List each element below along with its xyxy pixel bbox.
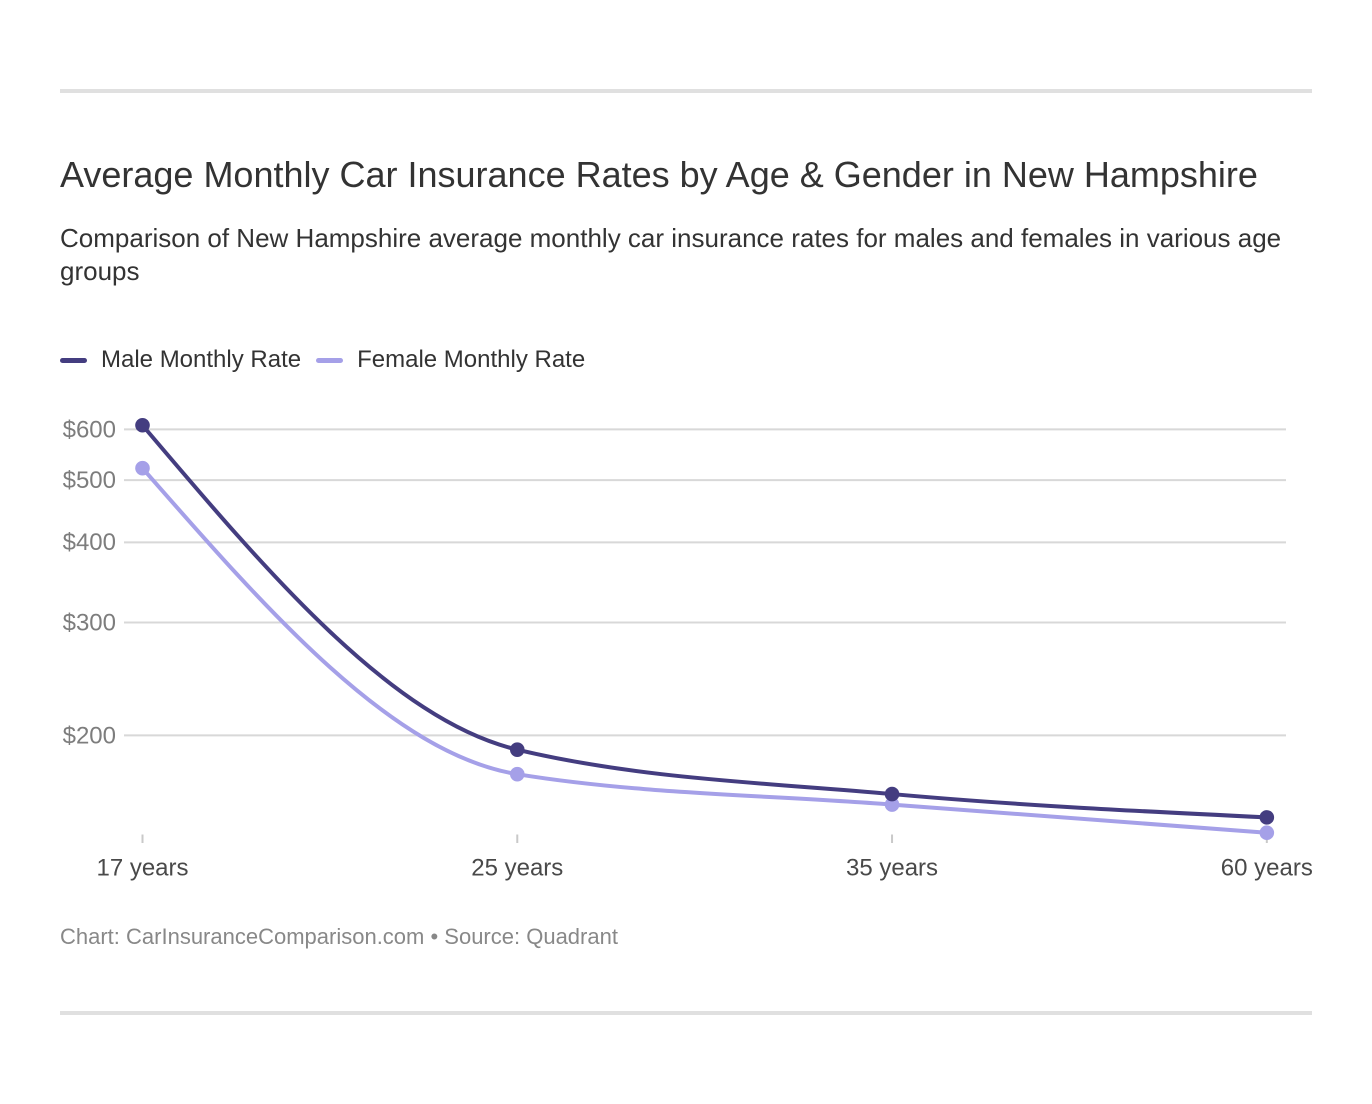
chart-subtitle: Comparison of New Hampshire average mont… (60, 223, 1282, 286)
female-series-swatch (316, 357, 344, 363)
series-line-male (140, 423, 1269, 820)
data-point-female-0 (135, 460, 150, 476)
x-axis-labels: 17 years 25 years 35 years 60 years (96, 855, 1312, 882)
data-point-female-2 (884, 797, 900, 812)
chart-credit: Chart: CarInsuranceComparison.com • Sour… (60, 924, 618, 949)
data-point-female-3 (1259, 825, 1275, 841)
male-series-label: Male Monthly Rate (101, 346, 302, 373)
top-divider (60, 89, 1312, 93)
series-male (135, 417, 1275, 825)
data-point-male-3 (1259, 810, 1275, 825)
x-tick-label-3: 60 years (1221, 855, 1313, 882)
data-point-male-1 (509, 742, 525, 757)
x-tick-label-0: 17 years (96, 855, 188, 882)
legend-item-male: Male Monthly Rate (60, 345, 301, 375)
data-point-male-2 (884, 786, 900, 802)
legend: Male Monthly Rate Female Monthly Rate (60, 345, 585, 375)
data-point-male-0 (135, 417, 150, 433)
series-line-female (140, 466, 1269, 835)
y-tick-label-400: $400 (63, 529, 116, 556)
x-axis-ticks (141, 834, 1268, 843)
female-series-label: Female Monthly Rate (357, 346, 586, 373)
y-tick-label-200: $200 (63, 722, 116, 749)
male-series-swatch (60, 357, 87, 363)
chart-title: Average Monthly Car Insurance Rates by A… (60, 154, 1258, 195)
x-tick-label-2: 35 years (846, 855, 938, 882)
y-tick-label-600: $600 (63, 416, 116, 443)
y-axis-labels: $200 $300 $400 $500 $600 (63, 416, 116, 749)
y-tick-label-300: $300 (63, 609, 116, 636)
data-point-female-1 (509, 766, 525, 782)
x-tick-label-1: 25 years (471, 855, 563, 882)
y-tick-label-500: $500 (63, 467, 116, 494)
y-gridlines (124, 428, 1286, 737)
legend-item-female: Female Monthly Rate (316, 345, 585, 375)
bottom-divider (60, 1011, 1312, 1015)
series-female (135, 460, 1275, 841)
